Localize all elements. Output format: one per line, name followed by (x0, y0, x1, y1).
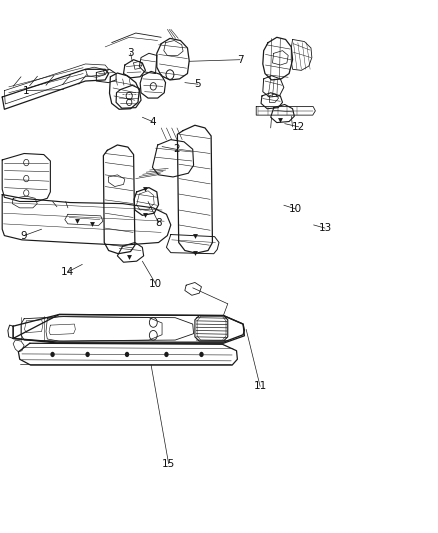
Text: 15: 15 (162, 459, 175, 469)
Text: 10: 10 (289, 204, 302, 214)
Text: 10: 10 (149, 279, 162, 288)
Circle shape (125, 352, 129, 357)
Text: 3: 3 (127, 49, 134, 58)
Text: 14: 14 (61, 267, 74, 277)
Text: 13: 13 (318, 223, 332, 233)
Text: 11: 11 (254, 382, 267, 391)
Text: 8: 8 (155, 218, 162, 228)
Text: 9: 9 (21, 231, 28, 240)
Circle shape (85, 352, 90, 357)
Text: 2: 2 (173, 144, 180, 154)
Text: 12: 12 (292, 122, 305, 132)
Text: 4: 4 (149, 117, 156, 126)
Text: 5: 5 (194, 79, 201, 89)
Circle shape (199, 352, 204, 357)
Circle shape (164, 352, 169, 357)
Circle shape (50, 352, 55, 357)
Text: 7: 7 (237, 55, 244, 64)
Text: 1: 1 (23, 86, 30, 95)
